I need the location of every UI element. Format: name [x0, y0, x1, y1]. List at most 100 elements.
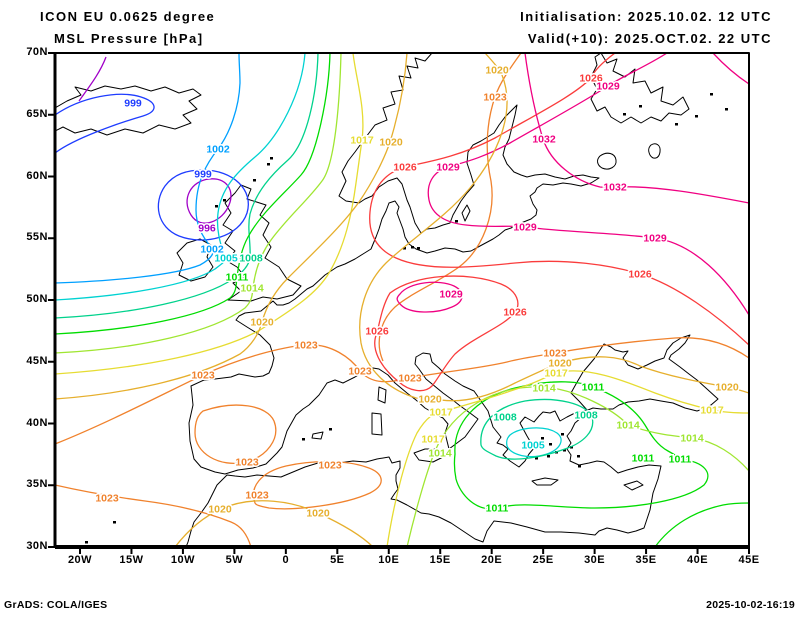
island-mark: [541, 437, 544, 440]
isobar-label-1002: 1002: [200, 244, 224, 256]
isobar-1023: [55, 484, 252, 547]
isobar-label-1011: 1011: [582, 382, 605, 394]
isobar-1014: [406, 386, 749, 547]
island-mark: [403, 247, 406, 250]
isobar-label-1020: 1020: [485, 65, 509, 77]
lat-tick-label-70N: 70N: [26, 46, 48, 58]
isobar-1017: [386, 370, 749, 547]
init-time-label: Initialisation: 2025.10.02. 12 UTC: [520, 9, 772, 24]
coastline: [590, 53, 690, 124]
lon-tick-label-25E: 25E: [532, 554, 554, 566]
lat-tick-label-45N: 45N: [26, 354, 48, 367]
island-mark: [639, 105, 642, 108]
isobar-label-1017: 1017: [544, 368, 568, 380]
isobar-label-1008: 1008: [493, 412, 517, 424]
island-mark: [85, 541, 88, 544]
island-mark: [710, 93, 713, 96]
coastline: [377, 386, 387, 404]
isobar-label-1023: 1023: [318, 460, 342, 472]
island-mark: [563, 449, 566, 452]
island-mark: [675, 123, 678, 126]
coastline: [185, 53, 719, 547]
isobar-1026: [374, 275, 519, 392]
isobar-label-1008: 1008: [574, 410, 598, 422]
island-mark: [570, 446, 573, 449]
island-mark: [549, 443, 552, 446]
lon-tick-label-45E: 45E: [738, 554, 760, 566]
isobar-label-996: 996: [198, 223, 216, 235]
isobar-label-1002: 1002: [206, 144, 230, 156]
isobar-label-1020: 1020: [208, 504, 232, 516]
island-mark: [411, 246, 414, 249]
coastline: [55, 85, 202, 136]
isobar-label-1008: 1008: [239, 253, 263, 265]
isobar-label-1005: 1005: [521, 440, 545, 452]
isobar-1029: [396, 281, 463, 313]
lon-tick-label-15E: 15E: [429, 554, 451, 566]
isobar-label-1026: 1026: [503, 307, 527, 319]
chart-time-block: Initialisation: 2025.10.02. 12 UTC Valid(…: [520, 6, 772, 50]
lon-tick-label-30E: 30E: [584, 554, 606, 566]
isobar-1023: [194, 404, 277, 464]
isobar-label-1029: 1029: [439, 289, 463, 301]
isobar-1008: [480, 398, 594, 460]
island-mark: [547, 455, 550, 458]
isobar-label-1023: 1023: [245, 490, 269, 502]
island-mark: [561, 433, 564, 436]
isobar-label-1026: 1026: [579, 73, 603, 85]
isobar-label-1029: 1029: [436, 162, 460, 174]
isobar-1026: [369, 53, 749, 346]
isobar-label-1017: 1017: [350, 135, 374, 147]
island-mark: [267, 163, 270, 166]
isobar-1008: [55, 53, 319, 319]
island-mark: [725, 108, 728, 111]
coastline: [648, 143, 661, 159]
isobar-label-1032: 1032: [532, 134, 556, 146]
lat-tick-label-40N: 40N: [26, 416, 48, 429]
isobar-label-1023: 1023: [95, 493, 119, 505]
isobar-996: [78, 56, 107, 102]
coastline: [597, 152, 617, 170]
isobar-label-1017: 1017: [700, 405, 724, 417]
isobar-1011: [654, 502, 749, 547]
isobar-label-1026: 1026: [365, 326, 389, 338]
isobar-label-1020: 1020: [379, 137, 403, 149]
isobar-label-1029: 1029: [513, 222, 537, 234]
isobar-1005: [55, 53, 306, 301]
isobar-label-1020: 1020: [418, 394, 442, 406]
island-mark: [577, 455, 580, 458]
isobar-label-999: 999: [124, 98, 142, 110]
isobar-label-1029: 1029: [596, 81, 620, 93]
isobar-label-1023: 1023: [294, 340, 318, 352]
isobar-label-1014: 1014: [616, 420, 640, 432]
island-mark: [253, 179, 256, 182]
isobar-label-1020: 1020: [306, 508, 330, 520]
island-mark: [417, 247, 420, 250]
island-mark: [695, 115, 698, 118]
isobar-999: [55, 93, 155, 154]
isobar-1020: [174, 500, 374, 547]
lon-tick-label-5E: 5E: [330, 554, 345, 566]
lon-tick-label-5W: 5W: [225, 554, 244, 566]
isobar-label-1011: 1011: [632, 453, 655, 465]
island-mark: [270, 157, 273, 160]
isobar-label-1029: 1029: [643, 233, 667, 245]
isobar-label-1017: 1017: [429, 407, 453, 419]
isobar-label-1011: 1011: [669, 454, 692, 466]
isobar-label-1014: 1014: [428, 448, 452, 460]
island-mark: [623, 113, 626, 116]
island-mark: [578, 465, 581, 468]
lon-tick-label-40E: 40E: [686, 554, 709, 566]
map-plot-area: 999 1002 999 996 1002 1005 1008 1011 1014 1020 102…: [48, 52, 750, 554]
isobar-label-1023: 1023: [191, 370, 215, 382]
lon-tick-label-0: 0: [282, 554, 290, 566]
coastline: [222, 184, 302, 302]
isobar-label-1020: 1020: [548, 358, 572, 370]
isobar-1011: [55, 53, 331, 335]
model-title: ICON EU 0.0625 degree: [40, 9, 216, 24]
island-mark: [215, 205, 218, 208]
island-mark: [329, 428, 332, 431]
isobar-label-1032: 1032: [603, 182, 627, 194]
chart-title-block: ICON EU 0.0625 degree MSL Pressure [hPa]: [40, 6, 215, 50]
